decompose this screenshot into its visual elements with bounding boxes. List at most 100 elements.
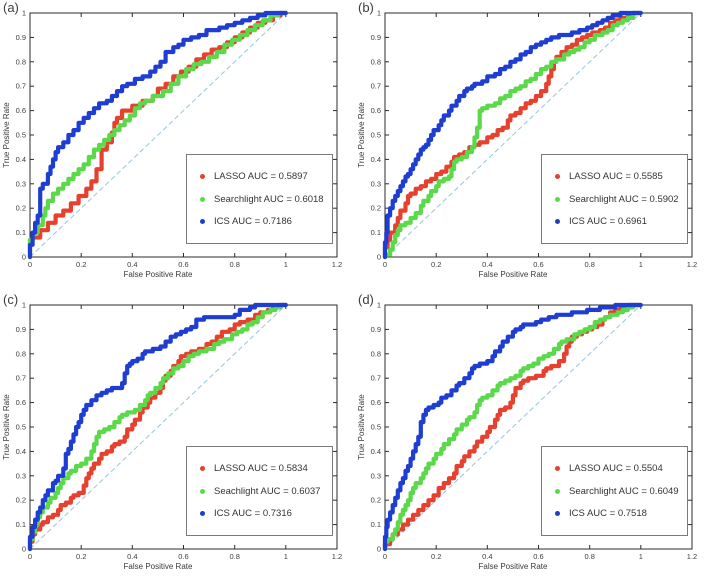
roc-curve-ics (382, 302, 643, 552)
y-tick-label: 0.8 (16, 349, 26, 358)
searchlight-marker-icon (555, 488, 560, 494)
roc-plot-b: 0 0.2 0.4 0.6 0.8 1 1.2 0 0.1 0.2 0.3 0.4 0.5 0.6 0.7 0… (371, 9, 698, 270)
x-tick-label: 0.4 (482, 552, 492, 561)
roc-plot-d: 0 0.2 0.4 0.6 0.8 1 1.2 0 0.1 0.2 0.3 0.4 0.5 0.6 0.7 0… (371, 301, 698, 562)
x-tick-label: 1 (639, 260, 643, 269)
chance-diagonal-line (384, 304, 642, 550)
x-tick-label: 0.4 (482, 260, 492, 269)
roc-plot-a: 0 0.2 0.4 0.6 0.8 1 1.2 0 0.1 0.2 0.3 0.4 0.5 0.6 0.7 0… (16, 9, 343, 270)
y-tick-label: 0.5 (371, 423, 381, 432)
legend-item-searchlight: Seachlight AUC = 0.6037 (200, 486, 330, 497)
y-tick-label: 1 (22, 9, 26, 18)
y-axis-label: True Positive Rate (357, 102, 366, 168)
y-tick-label: 0.5 (16, 131, 26, 140)
y-tick-label: 0 (377, 545, 381, 554)
y-tick-label: 0.9 (371, 325, 381, 334)
legend-label: ICS AUC = 0.6961 (569, 216, 647, 228)
roc-curve-searchlight (382, 302, 643, 552)
roc-curve-lasso (382, 10, 643, 260)
x-tick-label: 0.2 (76, 260, 86, 269)
y-tick-label: 0.9 (371, 33, 381, 42)
y-tick-label: 1 (377, 301, 381, 310)
y-axis-label: True Positive Rate (357, 394, 366, 460)
lasso-marker-icon (200, 465, 205, 471)
legend-item-lasso: LASSO AUC = 0.5834 (200, 463, 330, 474)
lasso-marker-icon (200, 173, 205, 179)
legend-item-ics: ICS AUC = 0.6961 (555, 216, 685, 227)
x-tick-label: 0.4 (127, 260, 137, 269)
lasso-marker-icon (555, 173, 560, 179)
legend-label: ICS AUC = 0.7316 (214, 508, 292, 520)
x-axis-label: False Positive Rate (478, 562, 548, 571)
y-tick-label: 0.9 (16, 325, 26, 334)
x-tick-label: 1 (284, 260, 288, 269)
legend: LASSO AUC = 0.5897 Searchlight AUC = 0.6… (186, 154, 333, 244)
roc-curve-searchlight (27, 302, 288, 552)
roc-curve-ics (382, 10, 643, 260)
y-tick-label: 0.8 (16, 57, 26, 66)
panel-a: (a) 0 0.2 0.4 0.6 0.8 1 1.2 0 0.1 0.2 0.3 0.4 0.5 0.6… (0, 0, 354, 292)
x-tick-label: 1.2 (332, 552, 342, 561)
legend-label: Searchlight AUC = 0.6018 (214, 193, 324, 205)
y-tick-label: 0 (377, 253, 381, 262)
x-axis-label: False Positive Rate (123, 562, 193, 571)
y-tick-label: 0.1 (16, 228, 26, 237)
legend-label: LASSO AUC = 0.5504 (569, 462, 663, 474)
legend-label: LASSO AUC = 0.5834 (214, 462, 308, 474)
panel-b: (b) 0 0.2 0.4 0.6 0.8 1 1.2 0 0.1 0.2 0.3 0.4 0.5 0.6… (355, 0, 709, 292)
y-tick-label: 0.3 (16, 179, 26, 188)
y-tick-label: 0.8 (371, 349, 381, 358)
y-tick-label: 0.4 (371, 155, 381, 164)
legend: LASSO AUC = 0.5585 Searchlight AUC = 0.5… (541, 154, 688, 244)
x-tick-label: 1.2 (332, 260, 342, 269)
x-tick-label: 0.6 (178, 260, 188, 269)
roc-plot-c: 0 0.2 0.4 0.6 0.8 1 1.2 0 0.1 0.2 0.3 0.4 0.5 0.6 0.7 0… (16, 301, 343, 562)
y-tick-label: 0.6 (16, 398, 26, 407)
y-tick-label: 0.7 (16, 374, 26, 383)
legend: LASSO AUC = 0.5834 Seachlight AUC = 0.60… (186, 446, 333, 536)
y-tick-label: 0.9 (16, 33, 26, 42)
legend-label: Searchlight AUC = 0.6049 (569, 485, 679, 497)
y-tick-label: 0 (22, 253, 26, 262)
searchlight-marker-icon (200, 196, 205, 202)
x-tick-label: 0 (28, 260, 32, 269)
panel-b-label: (b) (358, 0, 374, 15)
x-tick-label: 0.8 (229, 552, 239, 561)
legend-label: LASSO AUC = 0.5897 (214, 170, 308, 182)
y-tick-label: 0.2 (16, 496, 26, 505)
panel-d-label: (d) (358, 292, 374, 307)
chance-diagonal-line (384, 12, 642, 258)
x-tick-label: 0.8 (229, 260, 239, 269)
x-tick-label: 0.6 (533, 552, 543, 561)
x-tick-label: 0.8 (584, 260, 594, 269)
roc-curve-lasso (27, 302, 288, 552)
legend-label: Searchlight AUC = 0.5902 (569, 193, 679, 205)
legend-item-ics: ICS AUC = 0.7186 (200, 216, 330, 227)
searchlight-marker-icon (555, 196, 560, 202)
y-tick-label: 0.2 (371, 204, 381, 213)
x-tick-label: 0.6 (178, 552, 188, 561)
x-tick-label: 1 (284, 552, 288, 561)
x-tick-label: 0.6 (533, 260, 543, 269)
searchlight-marker-icon (200, 488, 205, 494)
y-tick-label: 0.3 (371, 471, 381, 480)
y-tick-label: 0.5 (16, 423, 26, 432)
legend-item-lasso: LASSO AUC = 0.5504 (555, 463, 685, 474)
y-tick-label: 0.7 (371, 82, 381, 91)
y-tick-label: 0.4 (16, 155, 26, 164)
legend-label: ICS AUC = 0.7518 (569, 508, 647, 520)
x-axis-label: False Positive Rate (478, 270, 548, 279)
y-tick-label: 0.3 (16, 471, 26, 480)
x-tick-label: 0 (28, 552, 32, 561)
ics-marker-icon (200, 511, 205, 517)
roc-curve-searchlight (27, 10, 288, 260)
legend-item-searchlight: Searchlight AUC = 0.5902 (555, 194, 685, 205)
roc-curve-ics (27, 302, 288, 552)
x-tick-label: 0.4 (127, 552, 137, 561)
y-tick-label: 0 (22, 545, 26, 554)
y-tick-label: 0.4 (371, 447, 381, 456)
panel-c-label: (c) (3, 292, 19, 307)
legend-label: ICS AUC = 0.7186 (214, 216, 292, 228)
y-tick-label: 0.1 (16, 520, 26, 529)
